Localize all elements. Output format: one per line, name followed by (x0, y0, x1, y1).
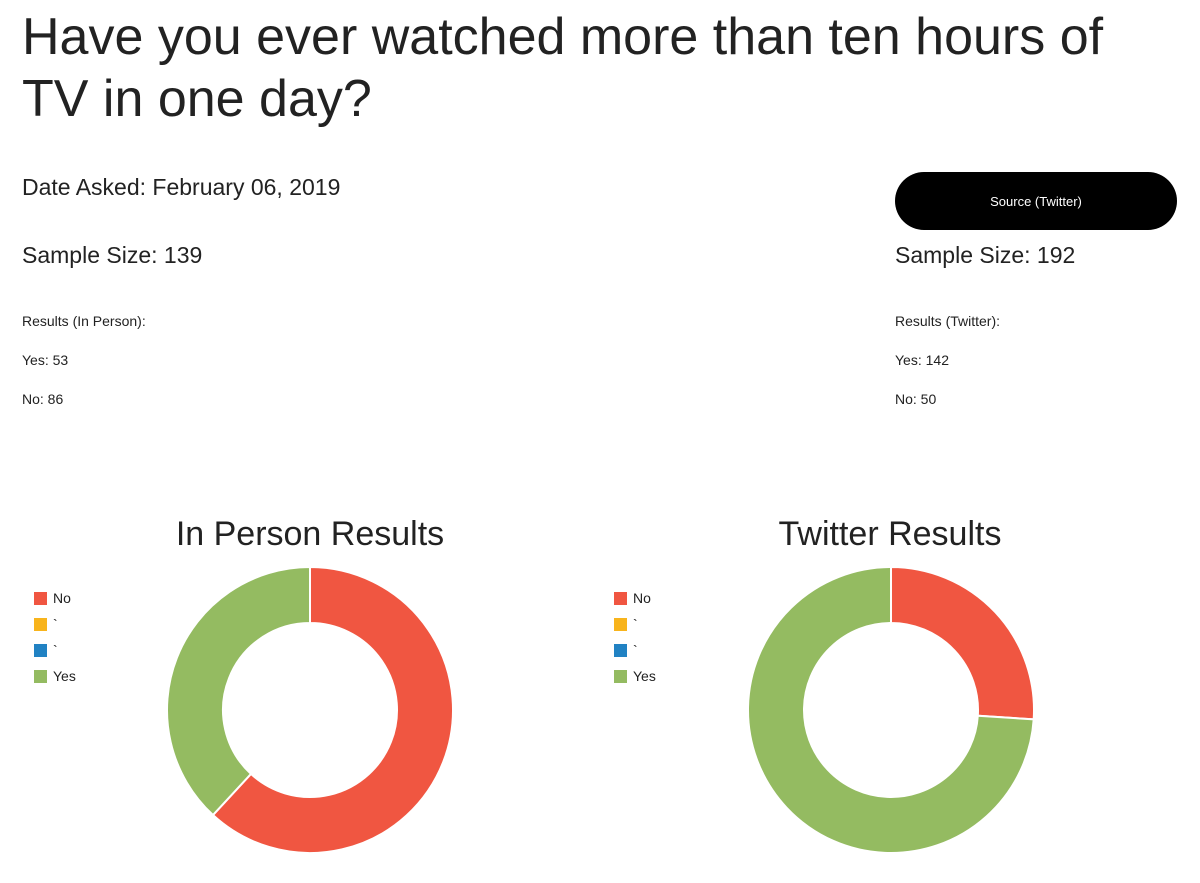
donut-slice-yes[interactable] (747, 565, 1035, 854)
twitter-chart: Twitter Results No ` ` Yes (600, 505, 1180, 875)
twitter-no-count: No: 50 (895, 391, 937, 407)
legend-label: No (633, 590, 651, 606)
legend-item-tick-1[interactable]: ` (34, 611, 76, 637)
legend-item-tick-2[interactable]: ` (614, 637, 656, 663)
twitter-sample-size: Sample Size: 192 (895, 242, 1076, 268)
twitter-donut (747, 565, 1035, 854)
legend-swatch (34, 643, 47, 657)
in-person-results-title: Results (In Person): (22, 313, 146, 329)
twitter-results-title: Results (Twitter): (895, 313, 1001, 329)
donut-slice-yes[interactable] (166, 565, 311, 817)
donut-slice-no[interactable] (211, 565, 454, 854)
question-title: Have you ever watched more than ten hour… (22, 8, 1104, 128)
legend-item-no[interactable]: No (614, 585, 656, 611)
chart-title: In Person Results (175, 515, 445, 553)
date-asked: Date Asked: February 06, 2019 (22, 174, 341, 200)
source-twitter-button[interactable]: Source (Twitter) (895, 172, 1177, 230)
chart-legend: No ` ` Yes (614, 585, 656, 689)
legend-label: ` (633, 642, 638, 658)
legend-swatch (614, 669, 627, 683)
chart-legend: No ` ` Yes (34, 585, 76, 689)
legend-swatch (34, 617, 47, 631)
legend-item-tick-1[interactable]: ` (614, 611, 656, 637)
legend-label: No (53, 590, 71, 606)
legend-label: ` (53, 642, 58, 658)
in-person-no-count: No: 86 (22, 391, 64, 407)
legend-item-yes[interactable]: Yes (34, 663, 76, 689)
donut-slice-no[interactable] (890, 565, 1035, 721)
in-person-donut (166, 565, 454, 854)
in-person-chart: In Person Results No ` ` Yes (20, 505, 600, 875)
legend-swatch (614, 617, 627, 631)
legend-label: ` (633, 616, 638, 632)
legend-label: Yes (633, 668, 656, 684)
legend-label: ` (53, 616, 58, 632)
in-person-yes-count: Yes: 53 (22, 352, 69, 368)
legend-swatch (614, 643, 627, 657)
legend-item-tick-2[interactable]: ` (34, 637, 76, 663)
in-person-sample-size: Sample Size: 139 (22, 242, 203, 268)
legend-label: Yes (53, 668, 76, 684)
twitter-yes-count: Yes: 142 (895, 352, 949, 368)
chart-title: Twitter Results (778, 515, 1002, 553)
legend-item-yes[interactable]: Yes (614, 663, 656, 689)
legend-swatch (614, 591, 627, 605)
legend-item-no[interactable]: No (34, 585, 76, 611)
legend-swatch (34, 669, 47, 683)
legend-swatch (34, 591, 47, 605)
